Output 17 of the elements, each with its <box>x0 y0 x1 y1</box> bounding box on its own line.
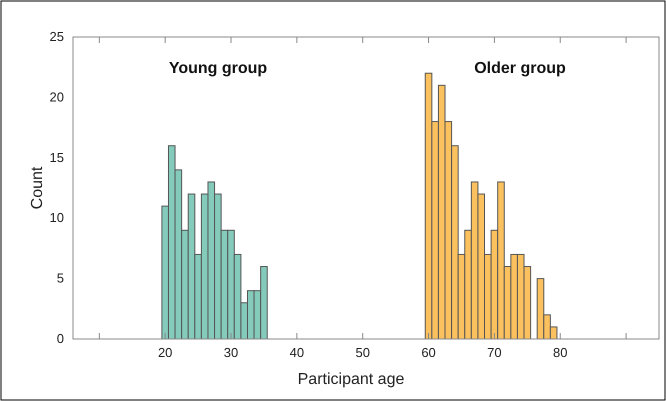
x-tick-label: 60 <box>421 345 436 360</box>
y-tick-label: 25 <box>50 29 64 44</box>
y-tick-label: 10 <box>50 210 64 226</box>
y-tick-label: 0 <box>56 331 64 346</box>
x-tick-label: 70 <box>487 345 502 360</box>
annotation: Older group <box>474 60 566 77</box>
x-tick-label: 40 <box>290 345 304 360</box>
y-tick-label: 15 <box>50 150 64 165</box>
y-axis-title: Count <box>29 166 46 210</box>
x-tick-label: 50 <box>355 345 370 360</box>
x-axis-title: Participant age <box>298 371 404 388</box>
y-tick-label: 20 <box>50 89 64 104</box>
x-tick-label: 80 <box>553 345 568 360</box>
y-tick-label: 5 <box>56 270 64 286</box>
annotation: Young group <box>168 60 268 77</box>
x-tick-label: 20 <box>158 345 172 360</box>
x-tick-label: 30 <box>224 345 238 360</box>
